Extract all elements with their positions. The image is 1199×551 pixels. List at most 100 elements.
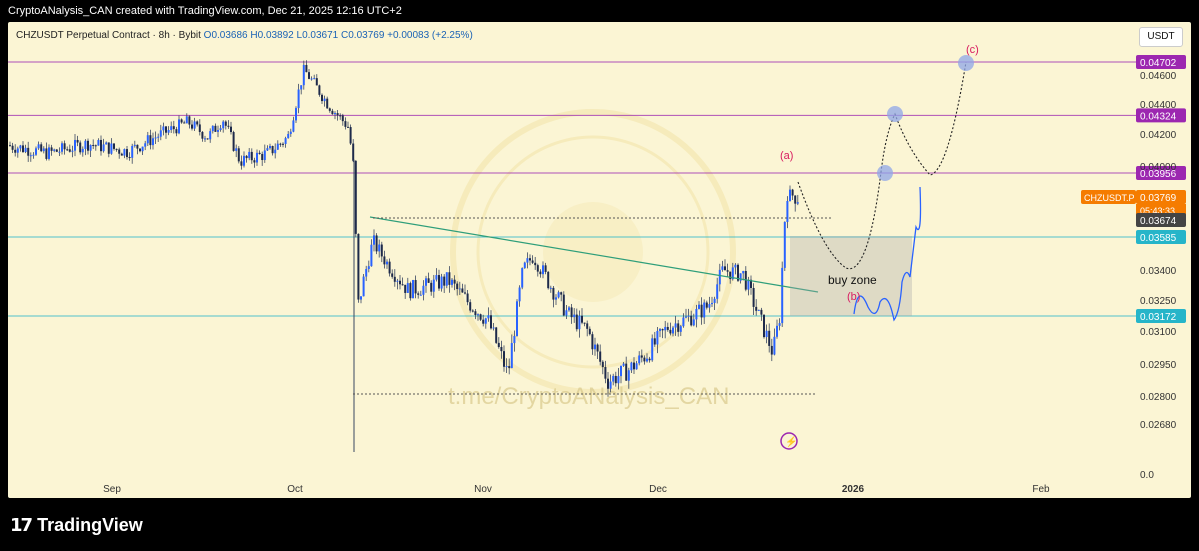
candle-body	[747, 279, 750, 290]
candle-body	[781, 267, 784, 324]
candle-body	[14, 149, 17, 153]
candle-body	[323, 98, 326, 102]
candle-body	[331, 110, 334, 115]
candle-body	[718, 269, 721, 285]
candle-body	[282, 143, 284, 145]
candle-body	[167, 129, 170, 133]
price-tag-label: 0.03769	[1140, 193, 1177, 204]
x-tick-label: Nov	[474, 484, 492, 495]
candle-body	[607, 378, 609, 389]
y-tick-label: 0.03400	[1140, 266, 1177, 277]
candle-body	[703, 302, 706, 318]
candle-body	[357, 233, 360, 300]
candle-body	[547, 271, 550, 289]
candle-body	[349, 127, 352, 144]
currency-button[interactable]: USDT	[1139, 27, 1183, 47]
x-tick-label: Dec	[649, 484, 667, 495]
candle-body	[789, 189, 791, 201]
level-tag-label: 0.04702	[1140, 58, 1177, 69]
candle-body	[659, 329, 661, 331]
candle-body	[674, 323, 677, 328]
candle-body	[32, 154, 35, 156]
candle-body	[620, 365, 622, 377]
candle-body	[438, 275, 440, 289]
candle-body	[581, 315, 583, 323]
candle-body	[219, 128, 222, 131]
symbol-name: CHZUSDT Perpetual Contract · 8h · Bybit	[16, 30, 201, 41]
candle-body	[739, 273, 742, 281]
candle-body	[198, 124, 201, 132]
candle-body	[417, 293, 420, 295]
candle-body	[721, 266, 724, 270]
candle-body	[594, 344, 596, 350]
candle-body	[495, 327, 498, 343]
candle-body	[409, 283, 412, 299]
candle-body	[796, 202, 799, 204]
candle-body	[752, 287, 755, 307]
candle-body	[378, 244, 381, 252]
candle-body	[425, 278, 427, 286]
candle-body	[484, 318, 487, 324]
candle-body	[211, 125, 214, 132]
level-tag	[1136, 166, 1186, 180]
candle-body	[310, 78, 313, 80]
trendline	[369, 216, 819, 293]
price-axis: 0.04702 0.04324 0.03956 0.03585 0.03172 0.046…	[1081, 55, 1186, 481]
candle-body	[474, 311, 477, 316]
candle-body	[570, 307, 573, 318]
y-tick-label: 0.02800	[1140, 392, 1177, 403]
tradingview-logo[interactable]: 17 TradingView	[10, 515, 143, 536]
candle-body	[523, 262, 526, 269]
candle-body	[430, 282, 433, 292]
candle-body	[612, 375, 615, 382]
candle-body	[679, 326, 682, 332]
candle-body	[435, 275, 438, 280]
candle-body	[42, 148, 45, 152]
candle-body	[92, 144, 95, 146]
candle-body	[45, 148, 48, 159]
candle-body	[144, 143, 147, 147]
candle-body	[40, 144, 43, 152]
candle-body	[521, 268, 524, 288]
candle-body	[224, 121, 227, 126]
candle-body	[500, 346, 503, 352]
wave-label: (a)	[780, 150, 793, 162]
candle-body	[61, 143, 63, 152]
candle-body	[178, 119, 180, 134]
candle-body	[539, 271, 542, 275]
top-bar: CryptoANalysis_CAN created with TradingV…	[0, 0, 1199, 22]
candle-body	[596, 344, 599, 352]
chart-svg[interactable]: t.me/CryptoANalysis_CAN (a) (b) (c) buy zon…	[8, 22, 1191, 498]
candle-body	[141, 146, 144, 152]
candle-body	[505, 366, 508, 368]
candle-body	[464, 292, 466, 294]
candle-body	[487, 315, 490, 319]
candle-body	[232, 132, 235, 151]
candle-body	[448, 272, 451, 285]
candle-body	[279, 143, 282, 145]
candle-body	[339, 115, 342, 117]
projection-path	[797, 61, 967, 270]
candle-body	[328, 108, 331, 111]
candle-body	[396, 280, 399, 282]
chart-panel[interactable]: t.me/CryptoANalysis_CAN (a) (b) (c) buy zon…	[8, 22, 1191, 498]
candle-body	[300, 85, 303, 90]
candle-body	[29, 155, 32, 157]
y-tick-label: 0.04400	[1140, 100, 1177, 111]
candle-body	[94, 145, 97, 147]
candle-body	[497, 342, 500, 347]
candle-body	[656, 330, 659, 345]
candle-body	[256, 152, 258, 163]
candle-body	[536, 265, 539, 272]
candle-body	[16, 148, 19, 153]
drawings: (a) (b) (c) buy zone ⚡	[353, 44, 979, 450]
countdown-label: 05:43:33	[1140, 206, 1175, 216]
candle-body	[791, 189, 794, 196]
candle-body	[380, 244, 383, 257]
candle-body	[183, 122, 186, 124]
candle-body	[386, 261, 388, 265]
candle-body	[669, 329, 672, 334]
watermark-logo	[450, 109, 736, 395]
candle-body	[482, 319, 485, 324]
candle-body	[617, 376, 620, 384]
